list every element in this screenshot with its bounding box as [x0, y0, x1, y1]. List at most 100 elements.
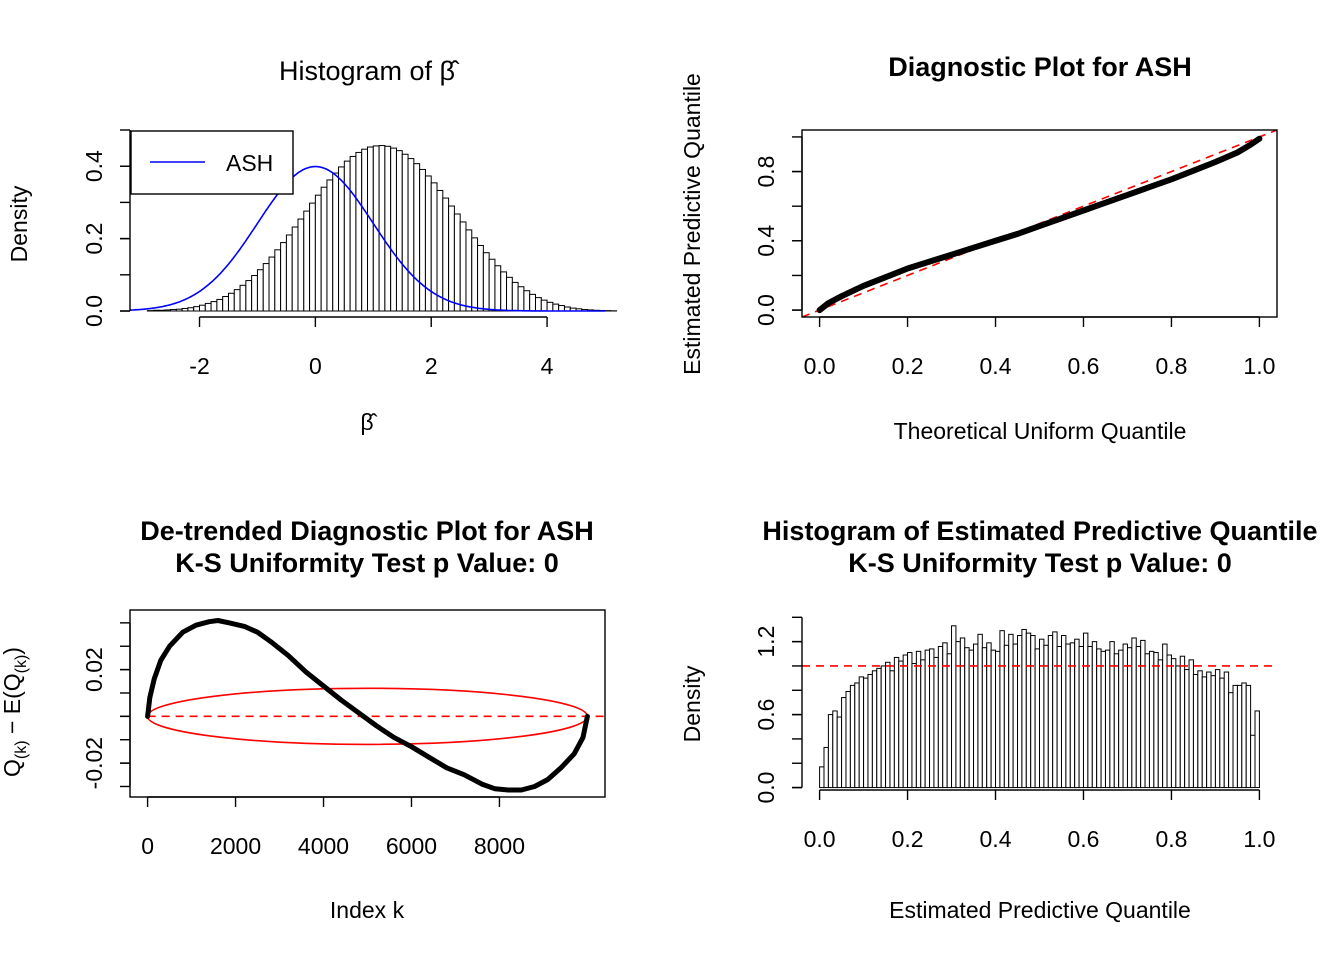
histogram-bar	[210, 301, 218, 312]
histogram-bar	[448, 205, 455, 312]
histogram-bar	[937, 645, 944, 789]
histogram-bar	[867, 673, 873, 789]
histogram-bar	[251, 275, 258, 312]
y-tick-label: 0.6	[753, 699, 779, 731]
x-tick-label: 0.8	[1155, 353, 1187, 379]
histogram-bar	[1188, 659, 1194, 789]
y-tick-label: 0.0	[753, 294, 779, 326]
y-tick-label: 0.02	[81, 647, 107, 692]
histogram-bar	[529, 293, 536, 312]
histogram-bar	[1201, 676, 1208, 789]
x-tick-label: 0.4	[980, 826, 1012, 852]
x-tick-label: 1.0	[1243, 826, 1275, 852]
histogram-bar	[1096, 648, 1102, 789]
histogram-bar	[924, 649, 931, 789]
x-tick-label: 2000	[210, 833, 261, 859]
panel2-ylabel: Estimated Predictive Quantile	[679, 73, 705, 375]
histogram-bar	[1100, 650, 1106, 789]
histogram-bar	[841, 697, 847, 789]
histogram-bar	[915, 650, 922, 789]
panel4-xlabel: Estimated Predictive Quantile	[889, 897, 1191, 923]
histogram-bar	[384, 145, 392, 312]
panel4-axes: 0.0 0.2 0.4 0.6 0.8 1.0 0.0 0.6 1.2	[753, 616, 1275, 852]
histogram-bar	[227, 292, 235, 312]
ylabel-sub-k1: (k)	[13, 740, 30, 759]
histogram-bar	[390, 147, 397, 312]
y-tick-label: 1.2	[753, 626, 779, 658]
histogram-bar	[1214, 669, 1221, 789]
histogram-bar	[245, 280, 253, 312]
histogram-bar	[845, 690, 851, 789]
panel1-ylabel: Density	[6, 185, 32, 262]
histogram-bar	[193, 306, 201, 312]
histogram-bar	[849, 684, 856, 789]
histogram-bar	[285, 234, 293, 312]
histogram-bar	[1074, 638, 1080, 789]
histogram-bar	[955, 641, 961, 789]
ylabel-close: )	[0, 647, 25, 655]
histogram-bar	[999, 630, 1005, 789]
histogram-bar	[465, 229, 473, 312]
histogram-bar	[885, 661, 891, 789]
histogram-bar	[1179, 655, 1186, 789]
histogram-bar	[534, 297, 542, 312]
panel3-xlabel: Index k	[330, 897, 405, 923]
histogram-bar	[511, 281, 519, 312]
histogram-bar	[314, 194, 322, 312]
histogram-bar	[990, 649, 997, 789]
x-tick-label: 2	[425, 353, 438, 379]
histogram-bar	[309, 202, 316, 312]
histogram-bar	[1219, 677, 1225, 789]
panel4-title: Histogram of Estimated Predictive Quanti…	[762, 516, 1317, 546]
panel-histogram-quantile: Histogram of Estimated Predictive Quanti…	[679, 516, 1318, 923]
histogram-bar	[517, 286, 525, 312]
panel1-xlabel: β̂	[360, 409, 377, 435]
panel1-bars	[146, 145, 618, 312]
histogram-bar	[378, 145, 386, 312]
histogram-bar	[152, 309, 160, 312]
panel4-bars	[802, 625, 1277, 789]
y-tick-label: 0.2	[81, 223, 107, 255]
y-tick-label: 0.0	[753, 772, 779, 804]
histogram-bar	[920, 659, 926, 789]
histogram-bar	[858, 676, 865, 789]
panel3-ylabel: Q(k) − E(Q(k))	[0, 647, 30, 777]
histogram-bar	[1206, 671, 1212, 789]
panel3-data	[145, 618, 605, 793]
histogram-bar	[459, 221, 467, 312]
histogram-bar	[1047, 635, 1054, 789]
histogram-bar	[1197, 670, 1203, 789]
panel2-axes: 0.0 0.2 0.4 0.6 0.8 1.0 0.0 0.4 0.8	[753, 129, 1278, 379]
histogram-bar	[500, 271, 508, 312]
histogram-bar	[1245, 684, 1252, 789]
ylabel-sub-k2: (k)	[13, 655, 30, 674]
histogram-bar	[836, 716, 843, 789]
x-tick-label: 6000	[386, 833, 437, 859]
histogram-bar	[1109, 641, 1115, 789]
histogram-bar	[216, 298, 224, 312]
histogram-bar	[959, 637, 966, 789]
histogram-bar	[889, 670, 895, 789]
histogram-bar	[442, 197, 450, 312]
histogram-bar	[419, 168, 426, 312]
histogram-bar	[199, 304, 206, 312]
histogram-bar	[977, 633, 983, 789]
x-tick-label: 0.0	[804, 353, 836, 379]
histogram-bar	[477, 244, 484, 312]
histogram-bar	[1034, 648, 1040, 789]
panel4-subtitle: K-S Uniformity Test p Value: 0	[848, 548, 1232, 578]
histogram-bar	[546, 301, 554, 312]
histogram-bar	[964, 647, 970, 789]
histogram-bar	[320, 186, 328, 312]
histogram-bar	[1126, 647, 1133, 789]
legend-label-ash: ASH	[226, 150, 273, 176]
histogram-bar	[907, 652, 913, 789]
histogram-bar	[981, 647, 988, 789]
histogram-bar	[401, 153, 409, 312]
x-tick-label: 0	[309, 353, 322, 379]
histogram-bar	[1184, 669, 1190, 789]
histogram-bar	[1170, 658, 1177, 789]
histogram-bar	[929, 648, 935, 789]
panel1-legend: ASH	[130, 130, 294, 195]
